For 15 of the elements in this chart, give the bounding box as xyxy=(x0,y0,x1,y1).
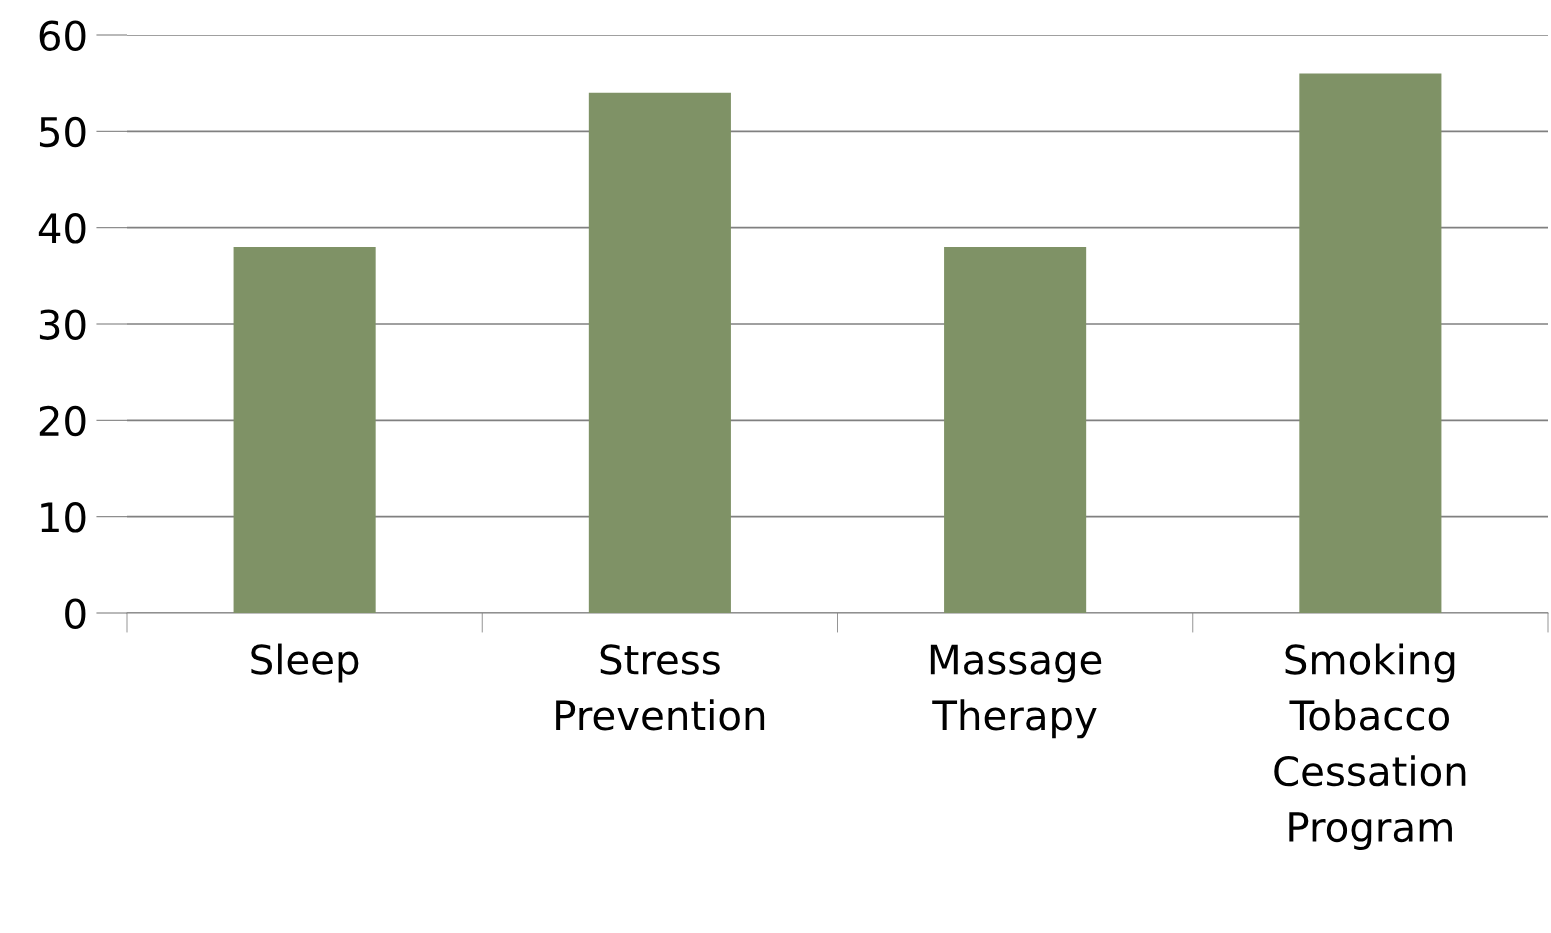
y-tick-label: 0 xyxy=(65,598,86,629)
y-tick-label: 20 xyxy=(39,405,86,437)
y-tick-label: 10 xyxy=(41,502,86,533)
y-tick-label: 60 xyxy=(39,20,86,51)
bar xyxy=(233,246,376,613)
x-tick-label: Smoking Tobacco Cessation Program xyxy=(1274,643,1466,850)
bar xyxy=(1299,73,1442,613)
x-tick-label: Stress Prevention xyxy=(556,644,765,731)
y-tick-label: 50 xyxy=(39,116,86,148)
x-tick-label: Sleep xyxy=(251,643,359,683)
x-tick-label: Massage Therapy xyxy=(930,644,1102,739)
y-tick-label: 30 xyxy=(39,309,86,340)
bar xyxy=(588,92,731,613)
bar xyxy=(944,246,1087,613)
y-tick-label: 40 xyxy=(38,213,86,244)
